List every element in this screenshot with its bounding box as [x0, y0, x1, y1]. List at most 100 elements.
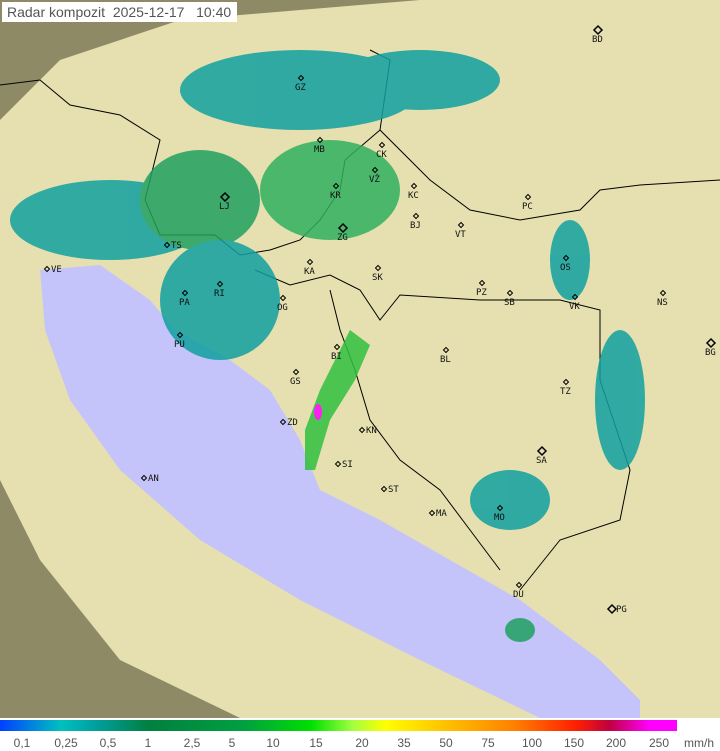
city-marker-icon	[43, 265, 51, 273]
city-marker-icon	[219, 191, 231, 203]
legend-tick: 35	[397, 736, 411, 750]
city-label: NS	[657, 298, 668, 308]
city-SI: SI	[334, 460, 353, 470]
city-SA: SA	[536, 445, 547, 466]
city-label: KN	[366, 426, 377, 436]
city-label: TS	[171, 241, 182, 251]
city-label: BJ	[410, 221, 421, 231]
city-marker-icon	[176, 331, 184, 339]
city-KN: KN	[358, 426, 377, 436]
city-label: BD	[592, 35, 603, 45]
legend-tick: 150	[563, 736, 585, 750]
city-PZ: PZ	[476, 279, 487, 298]
city-label: MO	[494, 513, 505, 523]
city-label: VT	[455, 230, 466, 240]
city-marker-icon	[410, 182, 418, 190]
city-MA: MA	[428, 509, 447, 519]
city-GS: GS	[290, 368, 301, 387]
city-marker-icon	[279, 294, 287, 302]
city-KC: KC	[408, 182, 419, 201]
city-label: PG	[616, 605, 627, 615]
city-AN: AN	[140, 474, 159, 484]
legend-tick: 50	[439, 736, 453, 750]
city-label: ST	[388, 485, 399, 495]
city-marker-icon	[333, 343, 341, 351]
city-marker-icon	[181, 289, 189, 297]
city-label: BL	[440, 355, 451, 365]
city-label: OG	[277, 303, 288, 313]
city-BJ: BJ	[410, 212, 421, 231]
legend-tick: 1	[144, 736, 152, 750]
city-GZ: GZ	[295, 74, 306, 93]
city-label: BI	[331, 352, 342, 362]
city-marker-icon	[659, 289, 667, 297]
city-OG: OG	[277, 294, 288, 313]
city-label: VŽ	[369, 173, 380, 185]
city-label: MA	[436, 509, 447, 519]
city-marker-icon	[592, 24, 604, 36]
city-ST: ST	[380, 485, 399, 495]
map-title: Radar kompozit 2025-12-17 10:40	[2, 2, 238, 22]
city-markers: BD GZ MB CK VŽ KR KC PC LJ ZG BJ VT TS VE RI KA SK OS PA OG…	[43, 24, 717, 615]
city-marker-icon	[705, 337, 717, 349]
city-KR: KR	[330, 182, 341, 201]
city-marker-icon	[496, 504, 504, 512]
city-label: GZ	[295, 83, 306, 93]
city-marker-icon	[562, 254, 570, 262]
city-MO: MO	[494, 504, 505, 523]
sea	[40, 265, 640, 718]
city-label: SA	[536, 456, 547, 466]
city-TZ: TZ	[560, 378, 571, 397]
legend-tick: 0,5	[99, 736, 117, 750]
city-ZG: ZG	[337, 222, 349, 243]
city-marker-icon	[279, 418, 287, 426]
city-label: KA	[304, 267, 315, 277]
city-marker-icon	[337, 222, 349, 234]
city-LJ: LJ	[219, 191, 231, 212]
city-marker-icon	[412, 212, 420, 220]
city-label: KC	[408, 191, 419, 201]
city-VŽ: VŽ	[369, 166, 380, 185]
legend-tick: 75	[481, 736, 495, 750]
city-label: SI	[342, 460, 353, 470]
city-label: KR	[330, 191, 341, 201]
city-marker-icon	[606, 603, 618, 615]
city-label: SK	[372, 273, 383, 283]
city-marker-icon	[334, 460, 342, 468]
city-PC: PC	[522, 193, 533, 212]
city-label: LJ	[219, 202, 230, 212]
city-marker-icon	[306, 258, 314, 266]
city-label: ZD	[287, 418, 298, 428]
legend-tick: 0,1	[13, 736, 31, 750]
radar-map[interactable]: BD GZ MB CK VŽ KR KC PC LJ ZG BJ VT TS VE RI KA SK OS PA OG…	[0, 0, 720, 718]
legend-tick: 0,25	[54, 736, 78, 750]
city-BI: BI	[331, 343, 342, 362]
city-label: VK	[569, 302, 580, 312]
city-marker-icon	[428, 509, 436, 517]
city-label: SB	[504, 298, 515, 308]
city-label: BG	[705, 348, 716, 358]
radar-echoes	[10, 50, 645, 642]
city-OS: OS	[560, 254, 571, 273]
city-marker-icon	[163, 241, 171, 249]
legend-tick: 5	[228, 736, 236, 750]
city-label: PA	[179, 298, 190, 308]
city-marker-icon	[374, 264, 382, 272]
city-marker-icon	[515, 581, 523, 589]
city-marker-icon	[316, 136, 324, 144]
legend-tick: 20	[355, 736, 369, 750]
city-marker-icon	[524, 193, 532, 201]
city-NS: NS	[657, 289, 668, 308]
city-marker-icon	[478, 279, 486, 287]
legend-unit: mm/h	[684, 736, 714, 750]
city-PG: PG	[606, 603, 627, 615]
city-PA: PA	[179, 289, 190, 308]
city-marker-icon	[457, 221, 465, 229]
city-label: PU	[174, 340, 185, 350]
city-label: PZ	[476, 288, 487, 298]
city-marker-icon	[358, 426, 366, 434]
city-label: AN	[148, 474, 159, 484]
city-marker-icon	[562, 378, 570, 386]
city-SK: SK	[372, 264, 383, 283]
city-label: TZ	[560, 387, 571, 397]
